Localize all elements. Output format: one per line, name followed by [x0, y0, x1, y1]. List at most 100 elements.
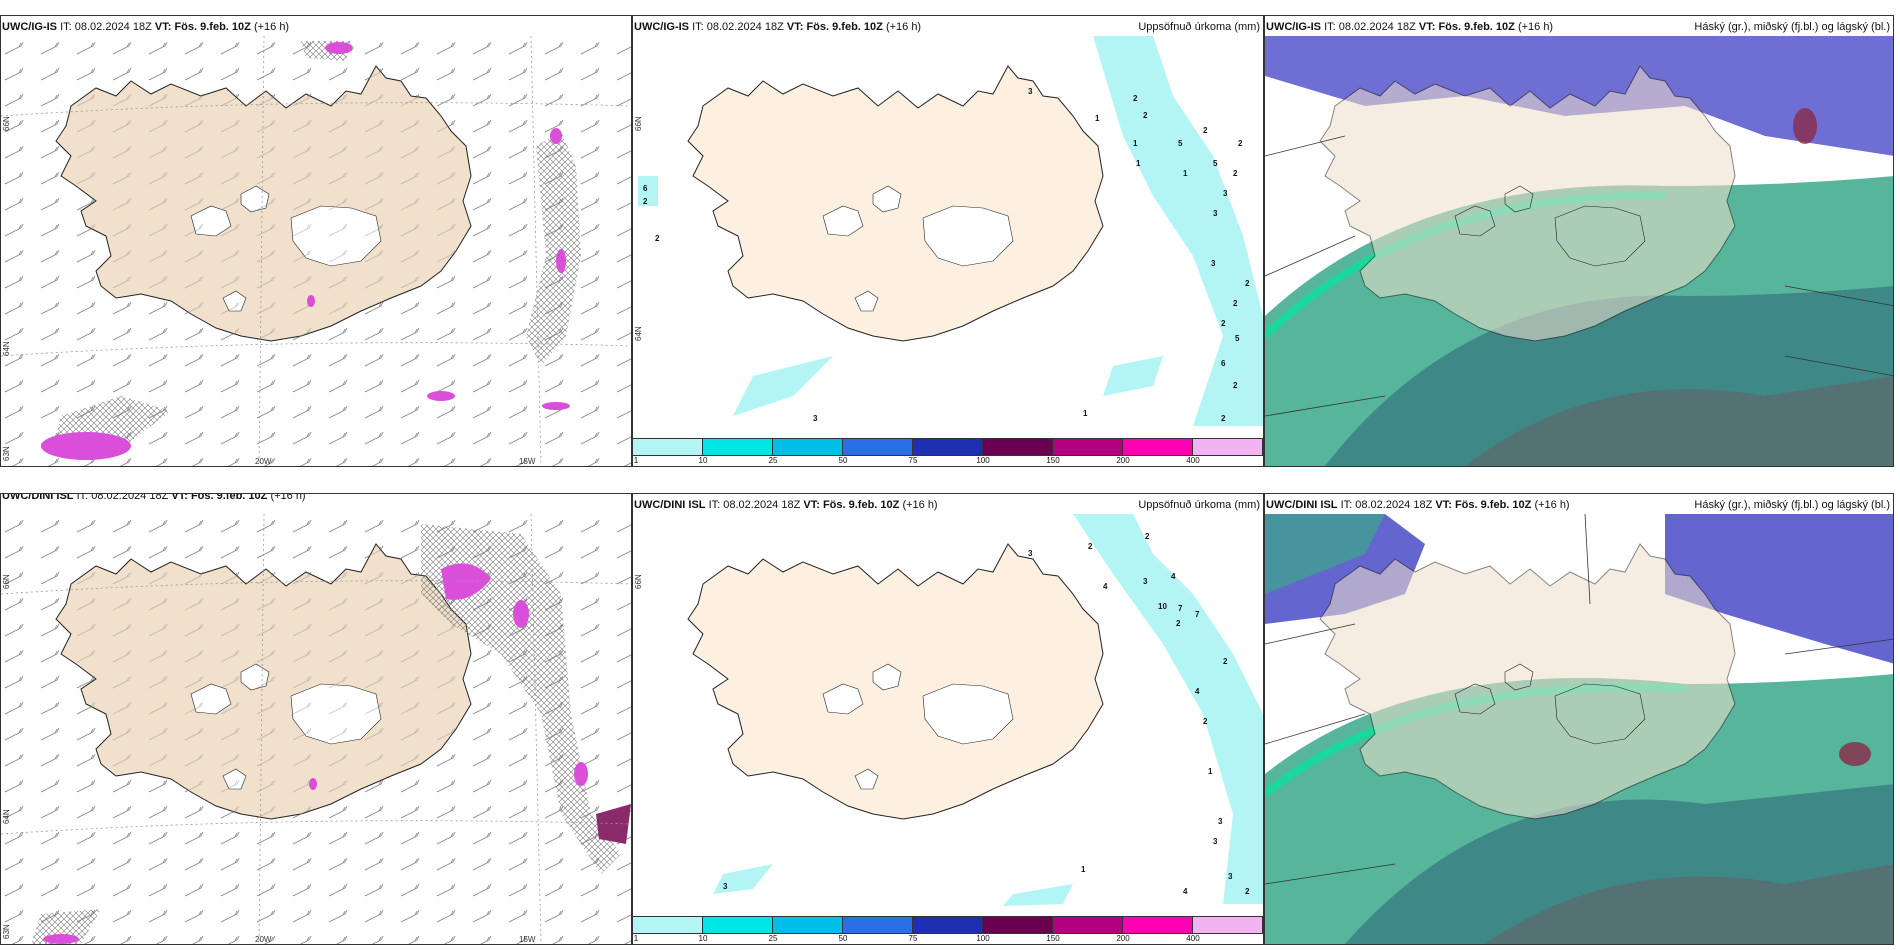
legend-swatch [913, 917, 983, 933]
svg-text:7: 7 [1178, 604, 1183, 613]
svg-text:2: 2 [1133, 94, 1138, 103]
legend-label: 100 [976, 456, 990, 465]
valid-time: Fös. 9.feb. 10Z [174, 21, 251, 33]
precip-values: 3 2 2 4 4 3 10 7 7 2 2 4 2 1 3 3 3 2 4 1… [723, 532, 1250, 896]
legend-label: 50 [838, 934, 848, 943]
legend-swatch [1193, 917, 1263, 933]
svg-text:2: 2 [1223, 657, 1228, 666]
init-time: 08.02.2024 18Z [723, 499, 801, 511]
svg-text:2: 2 [1233, 169, 1238, 178]
svg-text:2: 2 [1203, 126, 1208, 135]
svg-text:1: 1 [1136, 159, 1141, 168]
svg-text:3: 3 [813, 414, 818, 423]
precip-values: 3 2 2 1 1 5 1 2 5 2 1 3 3 2 3 2 2 5 2 6 … [643, 87, 1250, 423]
svg-text:6: 6 [643, 184, 648, 193]
svg-text:2: 2 [1233, 381, 1238, 390]
lon-label: 20W [255, 935, 272, 944]
model-name: UWC/DINI ISL [1266, 499, 1338, 511]
legend-swatch [773, 917, 843, 933]
legend-swatch [1053, 917, 1123, 933]
legend-label: 10 [698, 934, 708, 943]
legend-label: 25 [768, 934, 778, 943]
panel-header: UWC/DINI ISL IT: 08.02.2024 18Z VT: Fös.… [634, 499, 938, 511]
legend-label: 25 [768, 456, 778, 465]
legend-label: 75 [908, 934, 918, 943]
gust-area [307, 295, 315, 307]
svg-text:4: 4 [1183, 887, 1188, 896]
svg-text:2: 2 [1143, 111, 1148, 120]
svg-text:2: 2 [1238, 139, 1243, 148]
panel-dini-wind: UWC/DINI ISL IT: 08.02.2024 18Z VT: Fös.… [0, 493, 632, 945]
init-time: 08.02.2024 18Z [706, 21, 784, 33]
panel-title: Uppsöfnuð úrkoma (mm) [1138, 21, 1260, 33]
svg-text:2: 2 [1176, 619, 1181, 628]
gust-area [427, 391, 455, 401]
panel-title: Uppsöfnuð úrkoma (mm) [1138, 499, 1260, 511]
gust-area [596, 804, 631, 844]
precip-legend [633, 438, 1263, 456]
svg-text:3: 3 [1228, 872, 1233, 881]
svg-text:5: 5 [1213, 159, 1218, 168]
lat-label: 66N [634, 574, 643, 589]
legend-swatch [1053, 439, 1123, 455]
svg-text:2: 2 [1245, 279, 1250, 288]
svg-text:3: 3 [1028, 87, 1033, 96]
svg-text:3: 3 [723, 882, 728, 891]
lat-label: 64N [634, 326, 643, 341]
svg-text:7: 7 [1195, 610, 1200, 619]
legend-label: 200 [1116, 934, 1130, 943]
precip-map: 3 2 2 1 1 5 1 2 5 2 1 3 3 2 3 2 2 5 2 6 … [638, 36, 1263, 426]
svg-text:2: 2 [1203, 717, 1208, 726]
valid-time: Fös. 9.feb. 10Z [822, 499, 900, 511]
svg-text:3: 3 [1218, 817, 1223, 826]
svg-text:2: 2 [1245, 887, 1250, 896]
panel-dini-clouds: UWC/DINI ISL IT: 08.02.2024 18Z VT: Fös.… [1264, 493, 1894, 945]
lat-label: 63N [2, 446, 11, 461]
svg-text:1: 1 [1208, 767, 1213, 776]
lon-label: 15W [519, 457, 536, 466]
svg-text:4: 4 [1171, 572, 1176, 581]
wind-map [1, 36, 631, 466]
model-name: UWC/IG-IS [2, 21, 57, 33]
panel-ig-precip: UWC/IG-IS IT: 08.02.2024 18Z VT: Fös. 9.… [632, 15, 1264, 467]
panel-ig-clouds: UWC/IG-IS IT: 08.02.2024 18Z VT: Fös. 9.… [1264, 15, 1894, 467]
legend-swatch [1123, 439, 1193, 455]
legend-label: 10 [698, 456, 708, 465]
svg-text:2: 2 [643, 197, 648, 206]
gust-area [556, 249, 566, 273]
svg-text:1: 1 [1133, 139, 1138, 148]
valid-time: Fös. 9.feb. 10Z [1438, 21, 1515, 33]
legend-swatch [1123, 917, 1193, 933]
panel-title: Háský (gr.), miðský (fj.bl.) og lágský (… [1694, 21, 1890, 33]
gust-area [513, 600, 529, 628]
svg-text:2: 2 [655, 234, 660, 243]
svg-text:5: 5 [1178, 139, 1183, 148]
lat-label: 66N [634, 116, 643, 131]
svg-text:3: 3 [1143, 577, 1148, 586]
legend-swatch [913, 439, 983, 455]
svg-text:1: 1 [1081, 865, 1086, 874]
panel-ig-wind: UWC/IG-IS IT: 08.02.2024 18Z VT: Fös. 9.… [0, 15, 632, 467]
legend-swatch [983, 917, 1053, 933]
svg-text:2: 2 [1221, 414, 1226, 423]
legend-swatch [703, 439, 773, 455]
cloud-map [1265, 514, 1893, 944]
lead-time: (+16 h) [253, 21, 290, 33]
legend-swatch [1193, 439, 1263, 455]
lead-time: (+16 h) [1534, 499, 1570, 511]
valid-time: Fös. 9.feb. 10Z [1454, 499, 1532, 511]
legend-labels: 1 10 25 50 75 100 150 200 400 [633, 456, 1263, 466]
model-name: UWC/DINI ISL [2, 493, 74, 502]
lat-label: 66N [2, 574, 11, 589]
svg-text:3: 3 [1211, 259, 1216, 268]
gust-area [325, 42, 353, 54]
legend-label: 400 [1186, 456, 1200, 465]
svg-text:1: 1 [1183, 169, 1188, 178]
svg-text:4: 4 [1103, 582, 1108, 591]
legend-label: 1 [633, 456, 639, 465]
lead-time: (+16 h) [885, 21, 922, 33]
legend-label: 50 [838, 456, 848, 465]
valid-time: Fös. 9.feb. 10Z [190, 493, 268, 502]
precip-legend [633, 916, 1263, 934]
svg-text:3: 3 [1223, 189, 1228, 198]
